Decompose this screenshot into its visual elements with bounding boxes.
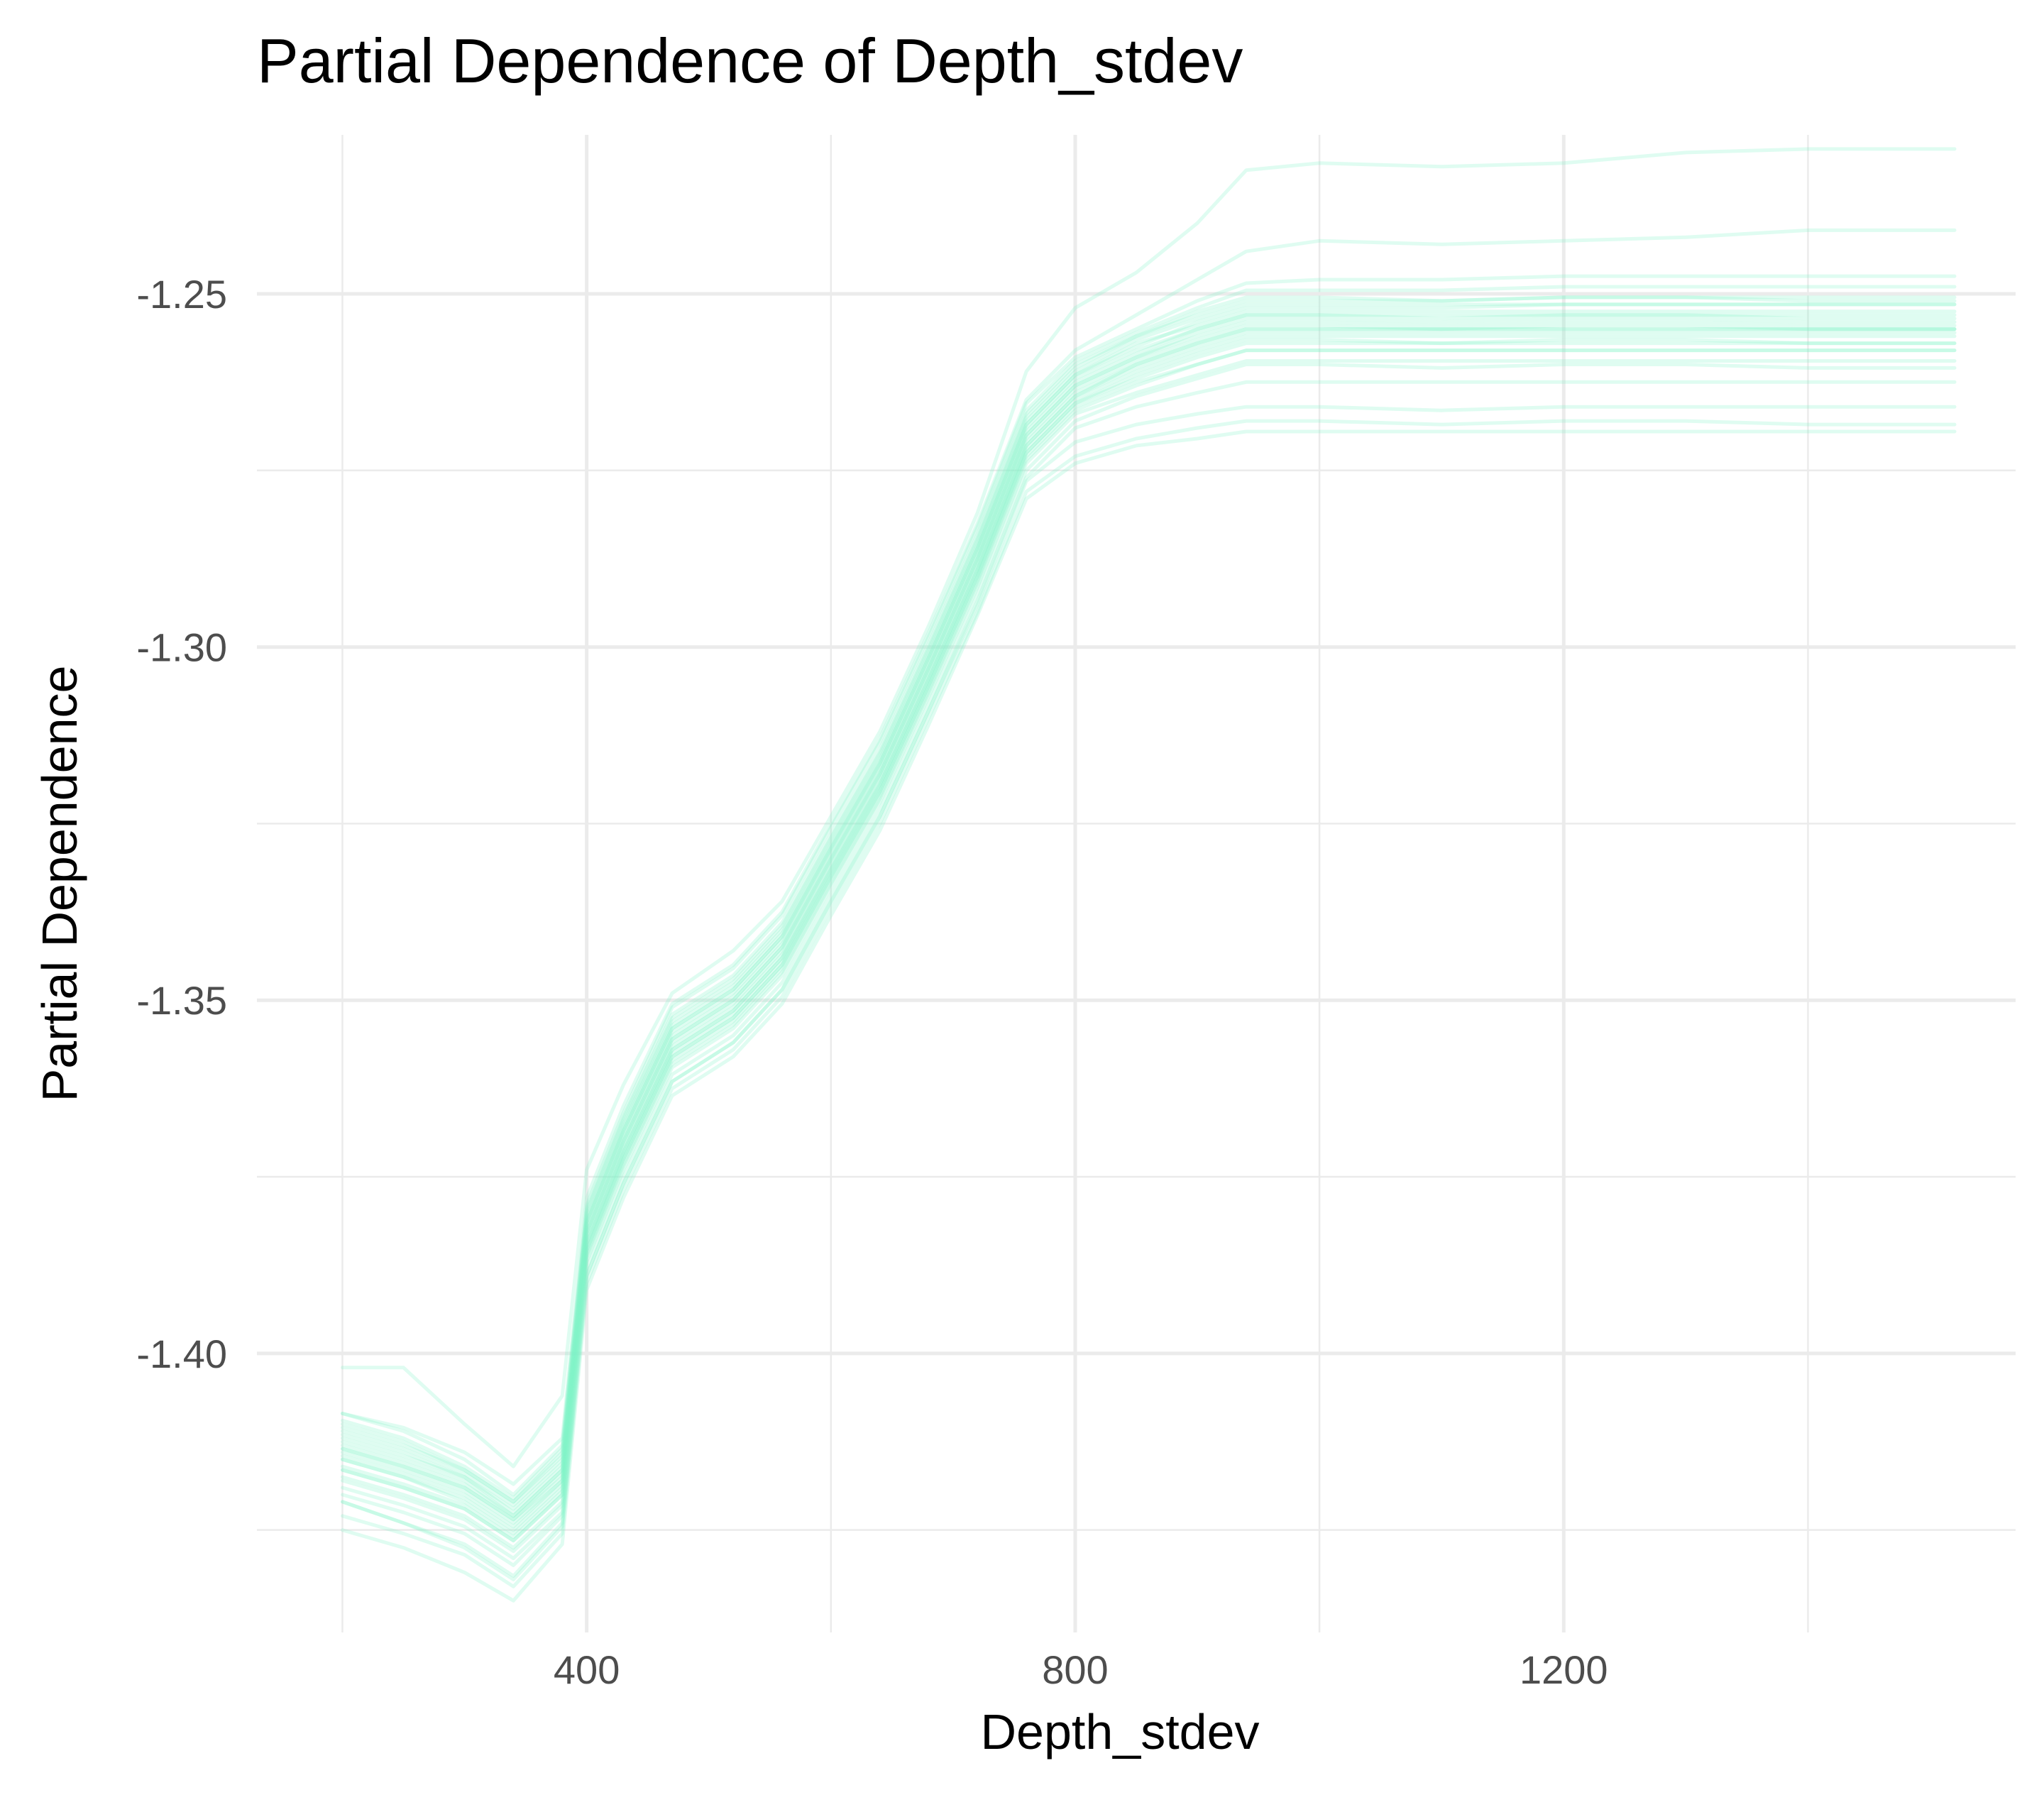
ice-curve-line [341,320,1957,1522]
ice-curve-line [341,309,1957,1515]
ice-curves [341,147,1957,1603]
ice-curve-line [341,334,1957,1539]
ice-curve-line [341,285,1957,1500]
y-tick-label: -1.30 [136,625,227,670]
ice-curve-line [341,341,1957,1543]
ice-curve-line [341,302,1957,1508]
ice-curve-line [341,313,1957,1518]
y-tick-label: -1.40 [136,1332,227,1376]
x-axis-title: Depth_stdev [980,1704,1259,1760]
ice-curve-line [341,363,1957,1567]
x-axis-ticks: 400 800 1200 [554,1647,1608,1692]
x-tick-label: 400 [554,1647,620,1692]
ice-curve-line [341,324,1957,1525]
y-tick-label: -1.35 [136,978,227,1023]
y-tick-label: -1.25 [136,272,227,317]
ice-curve-line [341,429,1957,1603]
y-axis-ticks: -1.40 -1.35 -1.30 -1.25 [136,272,227,1376]
ice-curve-line [341,359,1957,1560]
y-axis-title: Partial Dependence [32,666,87,1102]
ice-curve-line [341,295,1957,1504]
ice-curve-line [341,331,1957,1532]
grid [257,135,2016,1632]
ice-curve-line [341,228,1957,1486]
ice-curve-line [341,302,1957,1511]
chart-title: Partial Dependence of Depth_stdev [257,26,1243,96]
ice-curve-line [341,295,1957,1504]
x-tick-label: 1200 [1520,1647,1608,1692]
ice-curve-line [341,419,1957,1588]
ice-curve-line [341,405,1957,1581]
ice-curve-line [341,348,1957,1553]
ice-curve-line [341,380,1957,1578]
ice-curve-line [341,274,1957,1497]
ice-curve-line [341,313,1957,1518]
ice-curve-line [341,327,1957,1529]
ice-curve-line [341,338,1957,1543]
ice-curve-line [341,327,1957,1536]
ice-curve-line [341,348,1957,1550]
x-tick-label: 800 [1042,1647,1108,1692]
ice-curve-line [341,147,1957,1469]
ice-curve-line [341,317,1957,1522]
